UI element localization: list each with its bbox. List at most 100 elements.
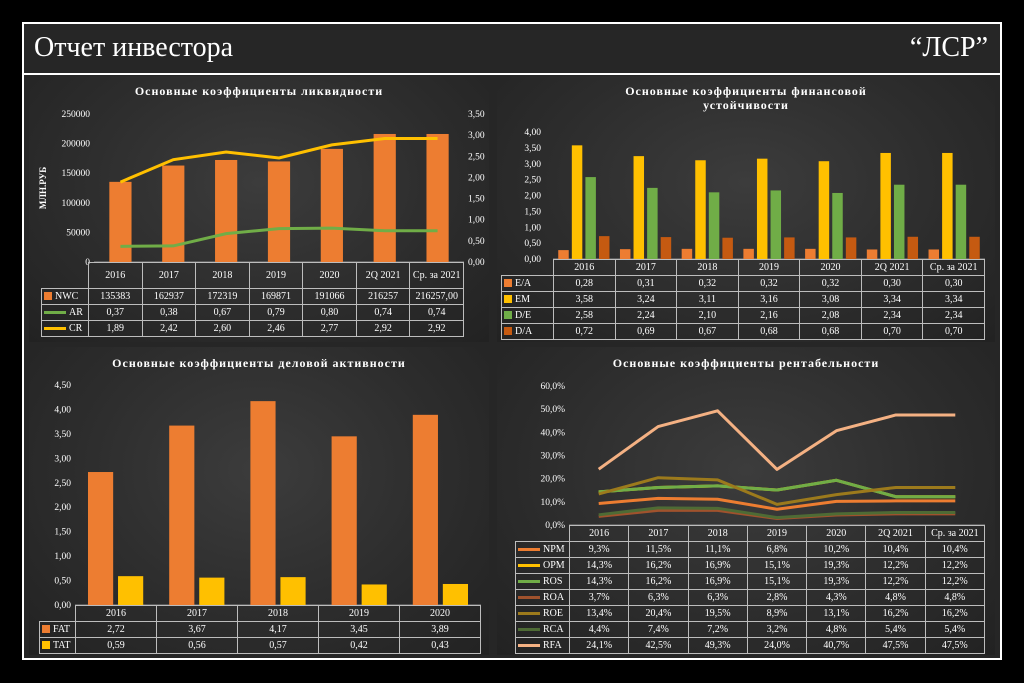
legend-swatch	[518, 563, 540, 567]
bar-ea	[805, 248, 816, 259]
y-tick-label: 2,00	[54, 503, 71, 513]
data-value: 0,67	[676, 323, 739, 340]
data-value: 42,5%	[628, 637, 689, 654]
y-axis-label: МЛН.РУБ	[38, 167, 48, 209]
legend-swatch	[44, 326, 66, 330]
data-value: 0,32	[676, 275, 739, 292]
chart-title: Основные коэффициенты рентабельности	[612, 356, 880, 370]
bar-tat	[118, 576, 144, 605]
table-row: ROE 13,4% 20,4% 19,5% 8,9% 13,1% 16,2% 16,2%	[515, 605, 986, 622]
bar-em	[880, 152, 891, 259]
table-row: TAT 0,59 0,56 0,57 0,42 0,43	[39, 637, 481, 654]
y-tick-label: 250000	[62, 110, 91, 120]
data-value: 14,3%	[568, 573, 630, 590]
table-row: NWC 135383 162937 172319 169871 191066 216257 2…	[41, 288, 464, 305]
table-row: CR 1,89 2,42 2,60 2,46 2,77 2,92 2,92	[41, 320, 464, 337]
data-value: 10,4%	[865, 541, 926, 558]
bar-nwc	[267, 161, 291, 262]
bar-fat	[412, 414, 438, 605]
legend-entry: ROE	[515, 605, 570, 622]
data-table: 2016 2017 2018 2019 2020 2Q 2021 Ср. за 2021 E/…	[501, 259, 985, 340]
data-value: 0,69	[614, 323, 678, 340]
bar-nwc	[162, 165, 185, 262]
data-value: 2,34	[860, 307, 924, 324]
bar-em	[571, 145, 583, 259]
data-value: 3,89	[399, 621, 481, 638]
category-label: 2Q 2021	[865, 525, 926, 542]
data-value: 12,2%	[924, 557, 986, 574]
liquidity-chart-panel: Основные коэффициенты ликвидности 0 50000…	[29, 76, 489, 342]
data-value: 0,70	[922, 323, 985, 340]
data-value: 2,10	[676, 307, 739, 324]
bar-ea	[743, 248, 754, 259]
data-value: 162937	[141, 288, 197, 305]
data-value: 13,4%	[568, 605, 630, 622]
chart-title: Основные коэффициенты деловой активности	[112, 356, 406, 370]
bar-ea	[558, 250, 569, 259]
data-value: 3,11	[676, 291, 739, 308]
y2-tick-label: 0,50	[468, 237, 485, 247]
category-label: 2019	[248, 262, 304, 289]
bar-da	[598, 236, 610, 259]
data-value: 47,5%	[865, 637, 926, 654]
category-label: 2017	[156, 605, 238, 622]
data-value: 11,5%	[628, 541, 689, 558]
category-label: 2017	[614, 259, 678, 276]
category-label: Ср. за 2021	[922, 259, 985, 276]
data-table: 2016 2017 2018 2019 2020 FAT 2,72 3,67 4,17 3,45 3…	[39, 605, 481, 654]
y-tick-label: 150000	[62, 169, 91, 179]
bar-ea	[681, 248, 693, 259]
line-ar	[120, 226, 438, 248]
activity-chart-panel: Основные коэффициенты деловой активности…	[29, 347, 489, 655]
data-value: 2,8%	[746, 589, 808, 606]
bar-fat	[331, 436, 357, 605]
data-value: 16,9%	[687, 573, 748, 590]
data-value: 169871	[248, 288, 304, 305]
legend-entry: NWC	[41, 288, 89, 305]
bar-fat	[169, 425, 195, 605]
bar-de	[955, 184, 967, 259]
data-value: 16,2%	[628, 557, 689, 574]
legend-swatch	[518, 579, 540, 583]
y-tick-label: 4,00	[54, 405, 71, 415]
data-value: 15,1%	[746, 557, 808, 574]
table-header-row: 2016 2017 2018 2019 2020 2Q 2021 Ср. за 2021	[41, 262, 464, 289]
line-npm	[598, 496, 956, 511]
y-tick-label: 2,50	[524, 176, 541, 186]
bar-de	[585, 177, 596, 259]
bar-de	[832, 192, 843, 259]
data-value: 0,31	[614, 275, 678, 292]
data-value: 4,3%	[806, 589, 867, 606]
series-name: ROS	[543, 575, 563, 587]
category-label: 2018	[687, 525, 748, 542]
legend-swatch	[518, 547, 540, 551]
y-tick-label: 10,0%	[540, 498, 565, 508]
legend-swatch	[504, 327, 512, 336]
table-header-row: 2016 2017 2018 2019 2020 2Q 2021 Ср. за 2021	[501, 259, 985, 276]
legend-swatch	[518, 643, 540, 647]
y-tick-label: 0,50	[524, 239, 541, 249]
data-value: 20,4%	[628, 605, 689, 622]
table-corner	[501, 259, 554, 276]
table-row: RFA 24,1% 42,5% 49,3% 24,0% 40,7% 47,5% 47,5%	[515, 637, 986, 654]
data-value: 2,72	[75, 621, 157, 638]
report-title: Отчет инвестора	[34, 32, 234, 63]
data-value: 4,4%	[568, 621, 630, 638]
y2-tick-label: 0,00	[468, 258, 485, 268]
category-label: 2020	[799, 259, 862, 276]
legend-swatch	[44, 310, 66, 314]
data-value: 0,38	[141, 304, 197, 321]
y-tick-label: 50000	[66, 228, 90, 238]
category-label: 2Q 2021	[355, 262, 411, 289]
data-value: 4,8%	[806, 621, 867, 638]
data-value: 0,30	[922, 275, 985, 292]
data-value: 2,58	[553, 307, 616, 324]
data-value: 3,24	[614, 291, 678, 308]
table-row: EM 3,58 3,24 3,11 3,16 3,08 3,34 3,34	[501, 291, 985, 308]
bar-tat	[199, 577, 225, 605]
y-tick-label: 3,00	[54, 454, 71, 464]
bar-nwc	[373, 133, 396, 262]
bar-de	[770, 190, 782, 259]
data-value: 6,3%	[687, 589, 748, 606]
data-value: 1,89	[88, 320, 143, 337]
